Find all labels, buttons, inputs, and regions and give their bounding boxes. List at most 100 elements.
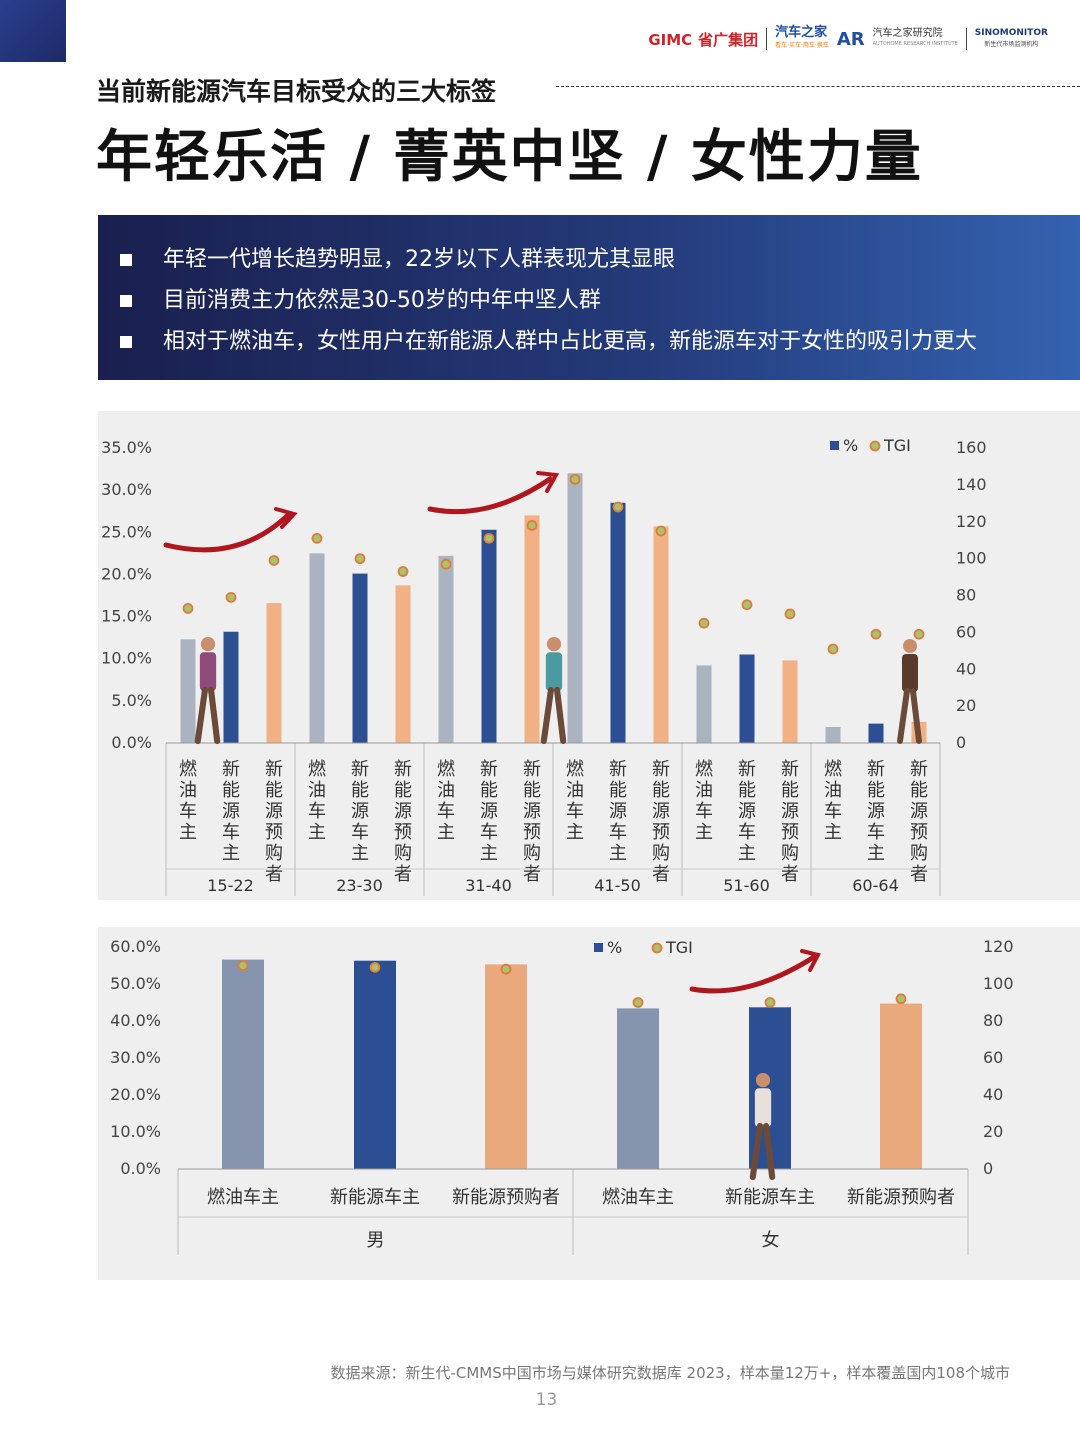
tgi-point-51-60-2 <box>784 608 796 620</box>
trend-arrow-female-head <box>800 949 821 972</box>
category-label-char: 源 <box>222 801 240 822</box>
category-label-char: 购 <box>265 843 283 864</box>
category-label-char: 主 <box>437 822 455 843</box>
category-label-char: 燃 <box>308 759 326 780</box>
ar-logo-text: 汽车之家研究院 AUTOHOME RESEARCH INSTITUTE <box>872 28 958 47</box>
category-label-char: 购 <box>781 843 799 864</box>
age-chart-panel: 35.0% 30.0% 25.0% 20.0% 15.0% 10.0% 5.0% 0.0% 16… <box>98 411 1080 900</box>
category-label-char: 新 <box>351 759 369 780</box>
y-right-tick-label: 80 <box>983 1011 1003 1030</box>
age-group-label: 31-40 <box>465 876 512 895</box>
legend-tgi-label: TGI <box>883 436 911 455</box>
finding-text: 目前消费主力依然是30-50岁的中年中坚人群 <box>163 288 601 313</box>
gender-distribution-chart: 60.0% 50.0% 40.0% 30.0% 20.0% 10.0% 0.0% 120 100… <box>110 937 1014 1255</box>
category-label-char: 源 <box>265 801 283 822</box>
category-label-char: 新 <box>394 759 412 780</box>
category-label-char: 主 <box>695 822 713 843</box>
y-right-tick-label: 20 <box>983 1122 1003 1141</box>
category-label-char: 新 <box>265 759 283 780</box>
bar-女-0 <box>617 1008 659 1169</box>
category-label-char: 能 <box>394 780 412 801</box>
age-group-label: 51-60 <box>723 876 770 895</box>
category-label-char: 燃 <box>695 759 713 780</box>
category-label-char: 者 <box>265 864 283 885</box>
y-left-tick-label: 20.0% <box>101 564 152 583</box>
category-label-char: 源 <box>609 801 627 822</box>
autohome-logo: 汽车之家 看车·买车·用车·换车 <box>775 25 829 49</box>
category-label-char: 燃 <box>179 759 197 780</box>
category-label: 新能源车主 <box>725 1187 815 1208</box>
bar-41-50-0 <box>567 473 583 743</box>
y-right-tick-label: 40 <box>983 1085 1003 1104</box>
category-label-char: 车 <box>695 801 713 822</box>
y-left-tick-label: 25.0% <box>101 522 152 541</box>
tgi-point-31-40-0 <box>440 558 452 570</box>
y-right-tick-label: 100 <box>983 974 1014 993</box>
category-label-char: 油 <box>179 780 197 801</box>
tgi-point-31-40-2 <box>526 520 538 531</box>
category-label-char: 源 <box>652 801 670 822</box>
bar-23-30-1 <box>352 573 368 743</box>
tgi-point-男-2 <box>500 963 512 975</box>
category-label-char: 主 <box>480 843 498 864</box>
category-label-char: 新 <box>910 759 928 780</box>
y-left-tick-label: 40.0% <box>110 1011 161 1030</box>
category-label-char: 主 <box>566 822 584 843</box>
category-label-char: 新 <box>867 759 885 780</box>
y-right-tick-label: 20 <box>956 696 976 715</box>
bar-23-30-2 <box>395 585 411 743</box>
page-subtitle: 当前新能源汽车目标受众的三大标签 <box>96 77 497 106</box>
category-label-char: 燃 <box>824 759 842 780</box>
category-label-char: 燃 <box>437 759 455 780</box>
category-label-char: 能 <box>910 780 928 801</box>
tgi-point-23-30-2 <box>397 566 409 577</box>
bar-41-50-1 <box>610 502 626 743</box>
legend-bar-label: % <box>843 436 858 455</box>
finding-item: 相对于燃油车，女性用户在新能源人群中占比更高，新能源车对于女性的吸引力更大 <box>120 321 1080 362</box>
y-right-tick-label: 140 <box>956 475 987 494</box>
bar-31-40-0 <box>438 555 454 743</box>
bar-男-0 <box>222 959 264 1169</box>
age-group-label: 23-30 <box>336 876 383 895</box>
bar-15-22-0 <box>180 639 196 743</box>
bullet-square-icon <box>120 335 132 348</box>
tgi-point-60-64-2 <box>913 628 925 640</box>
y-left-tick-label: 30.0% <box>110 1048 161 1067</box>
gender-group-label: 女 <box>762 1230 780 1251</box>
trend-arrow-young <box>163 512 291 553</box>
walking-man-icon <box>540 636 567 745</box>
category-label-char: 主 <box>179 822 197 843</box>
tgi-point-女-0 <box>632 997 644 1008</box>
tgi-point-23-30-1 <box>354 553 366 565</box>
tgi-point-15-22-0 <box>182 603 194 614</box>
category-label-char: 能 <box>351 780 369 801</box>
tgi-point-23-30-0 <box>311 532 323 544</box>
bar-31-40-1 <box>481 529 497 743</box>
category-label-char: 主 <box>351 843 369 864</box>
category-label-char: 车 <box>179 801 197 822</box>
category-label-char: 车 <box>738 822 756 843</box>
category-label-char: 主 <box>824 822 842 843</box>
y-left-tick-label: 5.0% <box>111 691 152 710</box>
age-group-label: 60-64 <box>852 876 899 895</box>
tgi-point-51-60-1 <box>741 599 753 611</box>
category-label-char: 车 <box>308 801 326 822</box>
legend-tgi-swatch <box>651 942 663 954</box>
bar-31-40-2 <box>524 515 540 743</box>
category-label-char: 能 <box>480 780 498 801</box>
tgi-point-女-2 <box>895 993 907 1005</box>
category-label-char: 源 <box>523 801 541 822</box>
tgi-point-男-1 <box>369 961 381 973</box>
walking-young-person-icon <box>194 636 221 745</box>
category-label-char: 新 <box>523 759 541 780</box>
bar-15-22-2 <box>266 603 282 743</box>
y-right-tick-label: 120 <box>956 512 987 531</box>
bar-15-22-1 <box>223 631 239 743</box>
gender-chart-panel: 60.0% 50.0% 40.0% 30.0% 20.0% 10.0% 0.0% 120 100… <box>98 927 1080 1280</box>
tgi-point-51-60-0 <box>698 617 710 629</box>
category-label-char: 预 <box>781 822 799 843</box>
walking-woman-icon <box>749 1072 776 1181</box>
finding-text: 年轻一代增长趋势明显，22岁以下人群表现尤其显眼 <box>163 247 675 272</box>
category-label-char: 车 <box>824 801 842 822</box>
ar-logo: AR <box>836 28 865 50</box>
